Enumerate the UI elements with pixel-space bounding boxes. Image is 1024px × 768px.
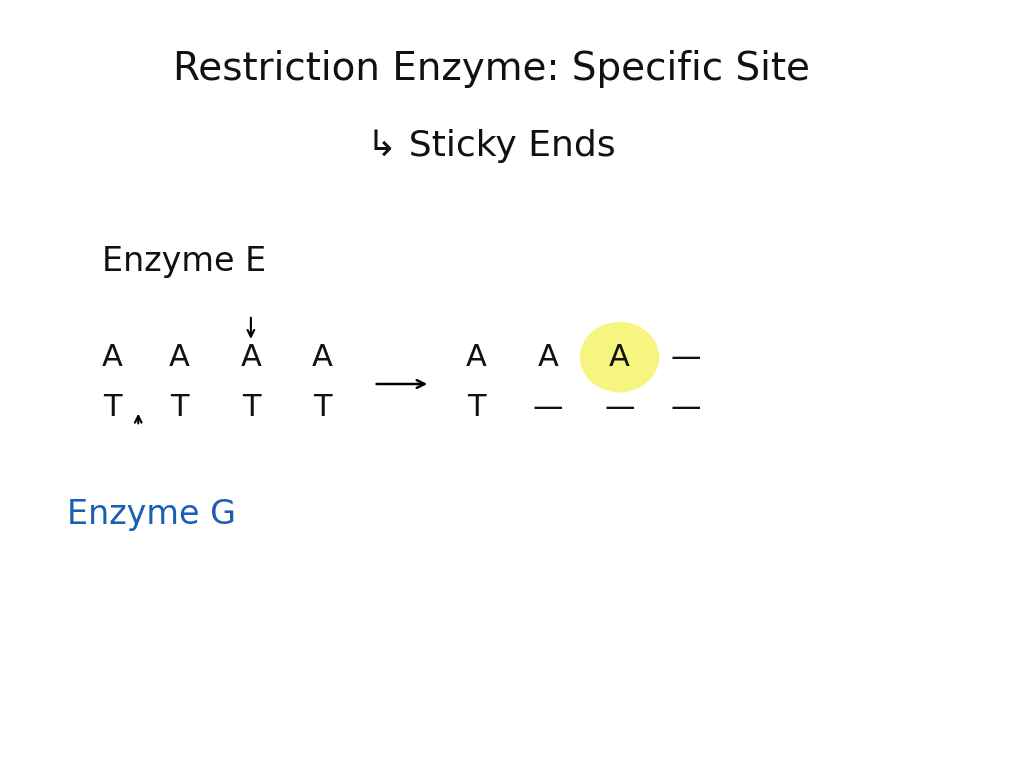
Ellipse shape [581, 323, 658, 392]
Text: A: A [312, 343, 333, 372]
Text: —: — [671, 343, 701, 372]
Text: —: — [532, 392, 563, 422]
Text: A: A [102, 343, 123, 372]
Text: T: T [313, 392, 332, 422]
Text: ↳ Sticky Ends: ↳ Sticky Ends [368, 129, 615, 163]
Text: —: — [604, 392, 635, 422]
Text: T: T [103, 392, 122, 422]
Text: A: A [241, 343, 261, 372]
Text: A: A [609, 343, 630, 372]
Text: T: T [467, 392, 485, 422]
Text: Restriction Enzyme: Specific Site: Restriction Enzyme: Specific Site [173, 50, 810, 88]
Text: A: A [538, 343, 558, 372]
Text: A: A [169, 343, 189, 372]
Text: A: A [466, 343, 486, 372]
Text: Enzyme E: Enzyme E [102, 245, 266, 277]
Text: —: — [671, 392, 701, 422]
Text: T: T [242, 392, 260, 422]
Text: Enzyme G: Enzyme G [67, 498, 236, 531]
Text: T: T [170, 392, 188, 422]
